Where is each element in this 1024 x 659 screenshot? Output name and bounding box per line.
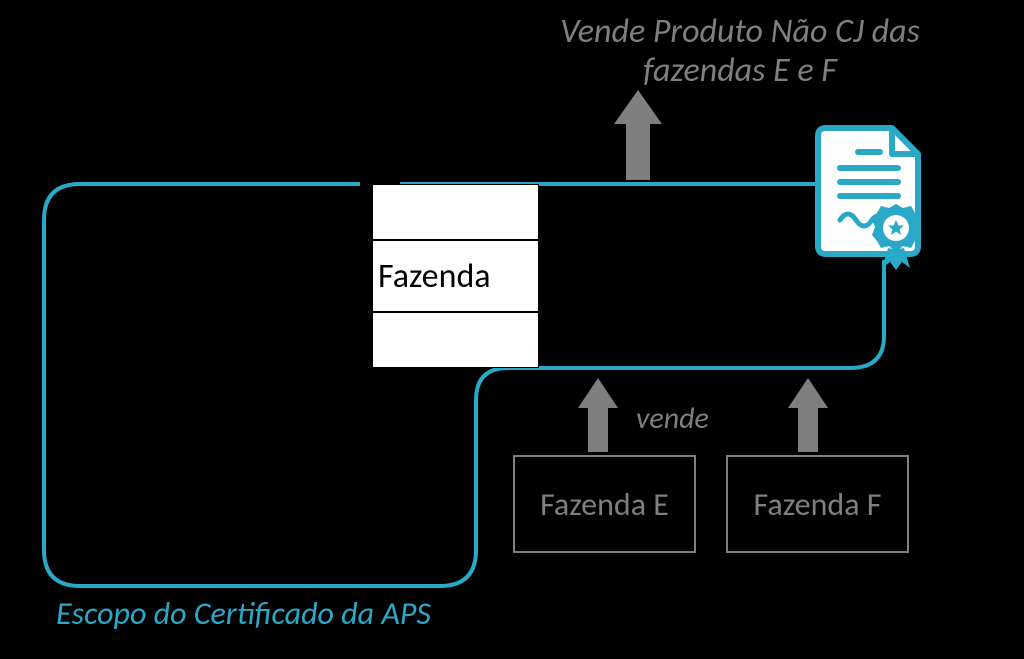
farm-row-3 (372, 312, 539, 368)
fazenda-f-label: Fazenda F (754, 485, 882, 524)
fazenda-e-box: Fazenda E (513, 455, 696, 553)
top-title-line2: fazendas E e F (643, 50, 837, 91)
arrow-f (788, 378, 828, 452)
arrow-top (614, 90, 662, 180)
certificate-icon (818, 128, 920, 270)
top-title: Vende Produto Não CJ das fazendas E e F (480, 12, 1000, 90)
top-title-line1: Vende Produto Não CJ das (560, 11, 920, 52)
fazenda-label: Fazenda (378, 256, 491, 297)
vende-label: vende (636, 400, 709, 437)
fazenda-e-label: Fazenda E (540, 485, 669, 524)
scope-label: Escopo do Certificado da APS (56, 594, 431, 633)
diagram-canvas: Fazenda Vende Produto Não CJ das fazenda… (0, 0, 1024, 659)
fazenda-f-box: Fazenda F (726, 455, 909, 553)
arrow-e (578, 378, 618, 452)
farm-row-1 (372, 184, 539, 240)
